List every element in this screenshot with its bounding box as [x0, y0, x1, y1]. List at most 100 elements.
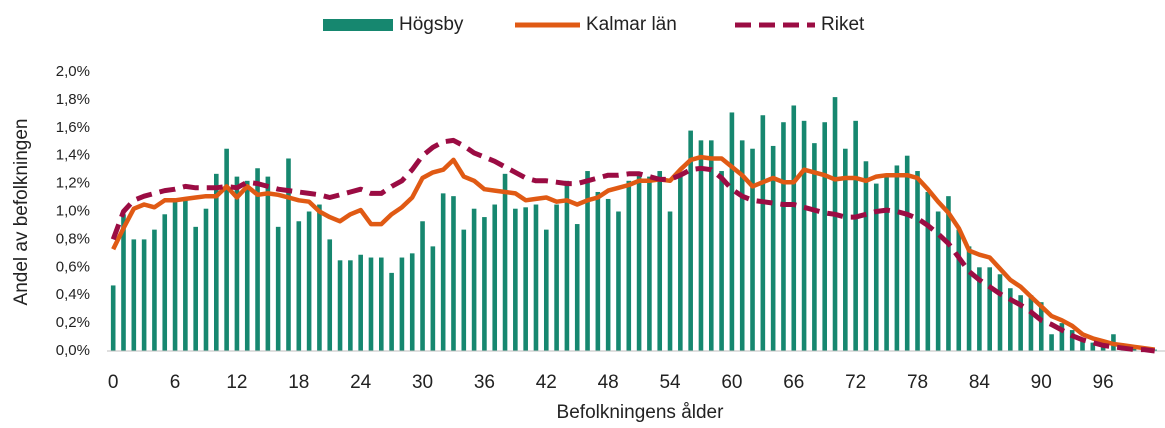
bar: [781, 122, 786, 351]
bar: [935, 211, 941, 351]
bar: [502, 173, 508, 351]
x-tick-label: 0: [108, 372, 119, 393]
bar: [801, 120, 807, 351]
y-axis-label: Andel av befolkningen: [11, 119, 32, 306]
bar: [440, 193, 446, 351]
bar: [337, 260, 343, 351]
bar: [822, 122, 828, 351]
bar: [492, 204, 498, 351]
bar: [1018, 295, 1023, 351]
y-tick-label: 0,6%: [56, 258, 90, 275]
y-tick-label: 0,8%: [56, 230, 90, 247]
bar: [1059, 323, 1065, 351]
x-tick-label: 90: [1031, 372, 1052, 393]
bar: [987, 267, 992, 351]
bar: [605, 198, 611, 351]
bar: [317, 204, 322, 351]
bar: [214, 173, 219, 351]
y-tick-label: 1,8%: [56, 91, 90, 108]
bar: [843, 148, 848, 351]
bar: [616, 211, 621, 351]
bar: [234, 176, 240, 351]
bar: [409, 253, 415, 351]
bar: [884, 176, 889, 351]
bar: [110, 285, 116, 351]
bar: [152, 229, 157, 351]
bar: [667, 211, 673, 351]
bar: [750, 148, 755, 351]
bar: [513, 208, 518, 351]
x-tick-label: 48: [598, 372, 619, 393]
bar: [482, 217, 487, 351]
y-tick-label: 0,4%: [56, 286, 90, 303]
y-tick-label: 1,2%: [56, 175, 90, 192]
bar: [739, 140, 745, 351]
bar: [121, 214, 126, 351]
bar: [873, 183, 879, 351]
bar: [853, 120, 858, 351]
legend-label: Kalmar län: [586, 14, 677, 35]
bar: [946, 196, 951, 351]
bar: [1038, 302, 1044, 351]
bar: [977, 267, 982, 351]
line: [111, 154, 1156, 352]
x-tick-label: 72: [845, 372, 866, 393]
bar: [636, 173, 642, 351]
bar: [832, 97, 838, 351]
bar: [224, 148, 229, 351]
bar: [296, 221, 302, 351]
bar: [1028, 295, 1034, 351]
legend-label: Högsby: [399, 14, 464, 35]
bar: [389, 272, 394, 351]
bar: [244, 180, 250, 351]
bar: [430, 246, 436, 351]
bar: [193, 226, 198, 351]
line: [110, 137, 1156, 354]
legend-swatch: [323, 19, 393, 31]
y-tick-label: 0,2%: [56, 314, 90, 331]
bar: [678, 176, 683, 351]
bar: [533, 204, 539, 351]
bar: [770, 145, 776, 351]
bar: [368, 257, 374, 351]
bar: [863, 161, 869, 351]
bar: [399, 257, 405, 351]
x-tick-label: 30: [412, 372, 433, 393]
bar: [451, 196, 456, 351]
bar: [812, 143, 817, 351]
bar: [1008, 288, 1013, 351]
x-tick-label: 96: [1093, 372, 1114, 393]
bar: [523, 207, 528, 351]
y-tick-label: 1,4%: [56, 147, 90, 164]
bar: [1049, 334, 1054, 351]
bar: [564, 180, 570, 351]
x-tick-label: 12: [226, 372, 247, 393]
bar: [471, 208, 477, 351]
bar: [461, 229, 467, 351]
bar: [286, 158, 291, 351]
bar: [172, 201, 178, 351]
bar: [358, 254, 363, 351]
bar: [183, 197, 188, 351]
bar: [915, 171, 920, 351]
x-tick-label: 66: [783, 372, 804, 393]
bar: [585, 171, 590, 351]
bar: [1090, 342, 1096, 351]
bar: [708, 140, 714, 351]
bar: [378, 257, 384, 351]
bar: [657, 171, 663, 351]
bar: [306, 211, 312, 351]
bar: [275, 226, 281, 351]
bar: [904, 155, 910, 351]
bar: [894, 165, 900, 351]
x-tick-label: 6: [170, 372, 181, 393]
x-tick-label: 84: [969, 372, 991, 393]
x-axis-label: Befolkningens ålder: [557, 402, 725, 423]
bar: [543, 229, 549, 351]
bar: [1069, 330, 1075, 351]
bar: [554, 204, 559, 351]
y-tick-label: 2,0%: [56, 63, 90, 80]
y-tick-label: 0,0%: [56, 342, 90, 359]
y-tick-label: 1,0%: [56, 202, 90, 219]
